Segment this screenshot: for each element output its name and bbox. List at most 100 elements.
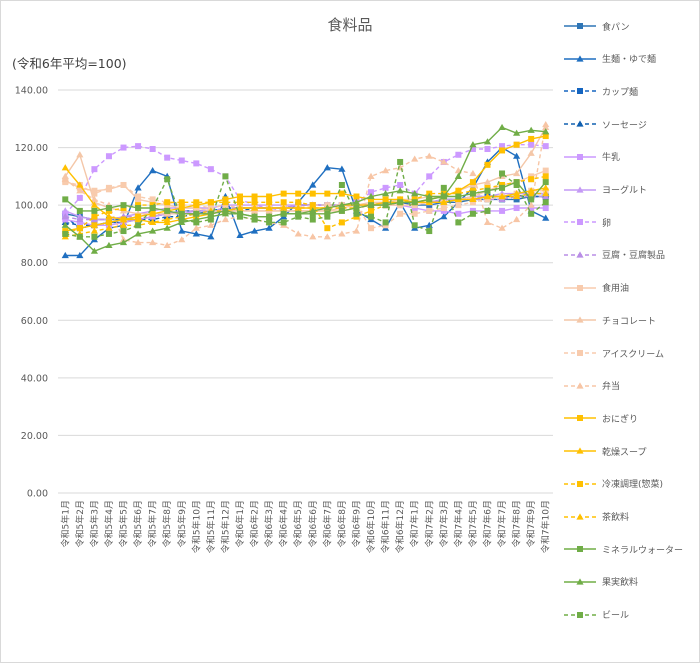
x-tick-label: 令和6年11月 (380, 500, 392, 553)
x-tick-label: 令和5年3月 (88, 500, 100, 547)
line-square-marker-icon (564, 88, 596, 95)
legend-item: チョコレート (562, 311, 656, 329)
x-tick-label: 令和6年8月 (336, 500, 348, 547)
legend-item: 卵 (562, 213, 611, 231)
x-tick-label: 令和5年5月 (118, 500, 130, 547)
legend-label: 生麺・ゆで麺 (602, 55, 657, 66)
line-triangle-marker-icon (564, 120, 596, 127)
legend-label: チョコレート (602, 316, 657, 327)
x-tick-label: 令和5年12月 (219, 500, 231, 553)
series-line (61, 120, 550, 249)
line-square-marker-icon (564, 153, 596, 160)
legend-item: ミネラルウォーター (562, 540, 683, 558)
line-triangle-marker-icon (564, 512, 596, 520)
x-tick-label: 令和5年4月 (103, 500, 115, 547)
x-tick-label: 令和7年1月 (409, 500, 421, 547)
legend-label: カップ麺 (602, 87, 639, 98)
x-tick-label: 令和7年5月 (467, 500, 479, 547)
line-triangle-marker-icon (564, 185, 596, 193)
y-tick-label: 80.00 (21, 258, 48, 269)
y-tick-label: 40.00 (21, 373, 48, 384)
legend-label: アイスクリーム (602, 349, 665, 360)
x-tick-label: 令和5年9月 (176, 500, 188, 547)
legend-label: 乾燥スープ (602, 447, 647, 458)
x-tick-label: 令和7年3月 (438, 500, 450, 547)
y-tick-label: 140.00 (15, 86, 48, 97)
legend-label: 食パン (602, 22, 630, 33)
legend-label: ソーセージ (602, 120, 647, 131)
y-tick-label: 20.00 (21, 431, 48, 442)
y-tick-label: 100.00 (15, 201, 48, 212)
x-tick-label: 令和6年4月 (278, 500, 290, 547)
legend-item: 茶飲料 (562, 508, 629, 526)
series-line (61, 123, 550, 217)
x-tick-label: 令和6年6月 (307, 500, 319, 547)
x-tick-label: 令和6年1月 (234, 500, 246, 547)
legend-item: ソーセージ (562, 115, 647, 133)
legend-label: ヨーグルト (602, 186, 648, 196)
series-line (62, 133, 549, 235)
line-square-marker-icon (564, 480, 596, 487)
line-triangle-marker-icon (564, 382, 596, 389)
x-tick-label: 令和5年10月 (190, 500, 202, 553)
legend-item: 生麺・ゆで麺 (562, 50, 656, 68)
x-tick-label: 令和7年7月 (496, 500, 508, 547)
series-line (61, 143, 550, 259)
x-tick-label: 令和5年8月 (161, 500, 173, 547)
legend-item: 冷凍調理(惣菜) (562, 475, 663, 493)
line-square-marker-icon (564, 350, 596, 356)
x-tick-label: 令和6年9月 (350, 500, 362, 547)
legend-item: おにぎり (562, 409, 638, 427)
line-square-marker-icon (564, 415, 596, 422)
x-tick-label: 令和7年8月 (511, 500, 523, 547)
y-tick-label: 0.00 (27, 489, 48, 500)
legend-label: おにぎり (602, 414, 639, 425)
x-tick-label: 令和6年2月 (249, 500, 261, 547)
legend-label: 卵 (602, 218, 612, 229)
x-tick-label: 令和5年1月 (59, 500, 71, 547)
line-square-marker-icon (564, 611, 596, 618)
legend-label: 果実飲料 (602, 578, 639, 589)
line-triangle-marker-icon (564, 578, 596, 585)
legend-label: ミネラルウォーター (602, 545, 684, 556)
line-square-marker-icon (564, 219, 596, 226)
legend-label: ビール (602, 611, 630, 622)
legend-item: 豆腐・豆腐製品 (562, 246, 665, 264)
x-tick-label: 令和7年9月 (525, 500, 537, 547)
legend-label: 豆腐・豆腐製品 (602, 251, 666, 262)
x-tick-label: 令和5年6月 (132, 500, 144, 547)
x-tick-label: 令和7年4月 (452, 500, 464, 547)
legend-item: 果実飲料 (562, 573, 638, 591)
x-tick-label: 令和6年3月 (263, 500, 275, 547)
x-tick-label: 令和5年2月 (74, 500, 86, 547)
legend-label: 弁当 (602, 382, 621, 393)
legend-item: カップ麺 (562, 82, 638, 100)
line-square-marker-icon (564, 23, 596, 29)
x-tick-label: 令和6年10月 (365, 500, 377, 553)
line-triangle-marker-icon (564, 55, 596, 62)
chart-title: 食料品 (327, 16, 373, 34)
legend-item: 乾燥スープ (562, 442, 646, 460)
line-triangle-marker-icon (564, 251, 596, 258)
line-triangle-marker-icon (564, 447, 596, 454)
legend-item: 弁当 (562, 377, 620, 395)
legend-label: 牛乳 (602, 153, 621, 164)
legend-item: ビール (562, 606, 629, 624)
legend-item: 牛乳 (562, 148, 620, 166)
y-axis-unit-label: (令和6年平均=100) (12, 56, 127, 71)
legend-item: ヨーグルト (562, 181, 647, 199)
x-tick-label: 令和6年12月 (394, 500, 406, 553)
x-tick-label: 令和7年2月 (423, 500, 435, 547)
line-triangle-marker-icon (564, 316, 596, 323)
legend-label: 食用油 (602, 284, 630, 295)
legend-item: 食パン (562, 17, 629, 35)
y-tick-label: 120.00 (15, 143, 48, 154)
legend-label: 茶飲料 (602, 513, 630, 523)
legend-item: 食用油 (562, 279, 629, 297)
x-tick-label: 令和6年7月 (321, 500, 333, 547)
legend-item: アイスクリーム (562, 344, 664, 362)
x-tick-label: 令和7年10月 (540, 500, 552, 553)
legend-label: 冷凍調理(惣菜) (602, 480, 664, 491)
y-tick-label: 60.00 (21, 316, 48, 327)
